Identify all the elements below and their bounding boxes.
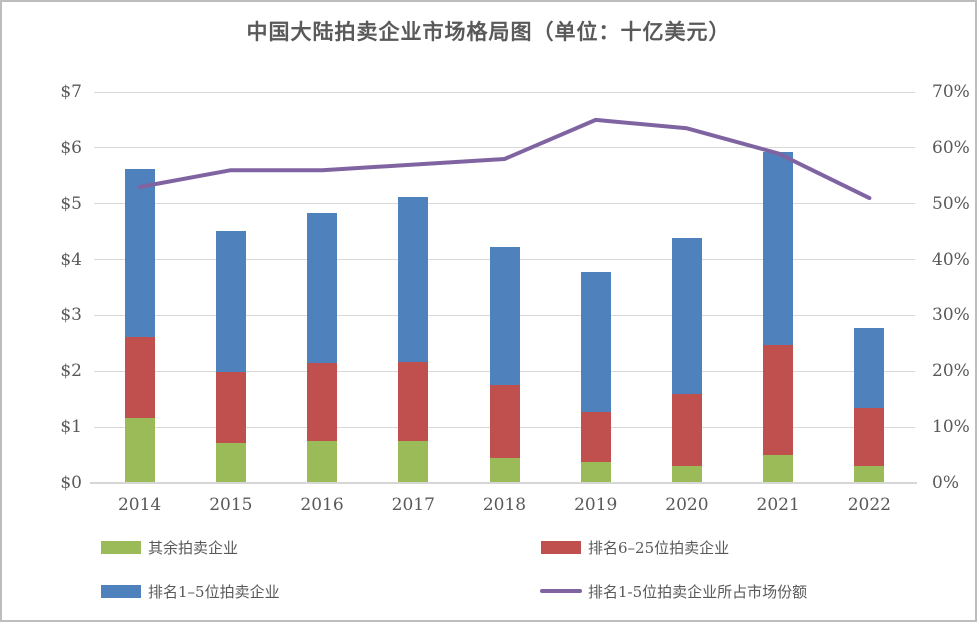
gridline bbox=[94, 91, 915, 93]
market-share-line bbox=[137, 117, 872, 201]
y-axis-left-tick-label: $3 bbox=[60, 305, 82, 326]
bar-segment-2016 bbox=[307, 363, 338, 441]
x-axis-line bbox=[90, 482, 917, 484]
x-axis-tick-label: 2022 bbox=[847, 495, 891, 515]
bar-segment-2017 bbox=[398, 197, 429, 362]
bar-segment-2019 bbox=[580, 271, 611, 413]
legend-label-other-companies: 其余拍卖企业 bbox=[148, 538, 239, 557]
y-axis-right-tick-label: 60% bbox=[932, 137, 970, 158]
bar-segment-2022 bbox=[854, 407, 885, 467]
legend-line-swatch-purple bbox=[540, 589, 582, 593]
y-axis-right-tick-label: 40% bbox=[932, 249, 970, 270]
x-axis-tick-label: 2019 bbox=[574, 495, 618, 515]
bar-segment-2015 bbox=[215, 442, 246, 483]
legend-label-rank1-5: 排名1–5位拍卖企业 bbox=[148, 582, 280, 601]
y-axis-left-tick-label: $5 bbox=[60, 193, 82, 214]
bar-segment-2018 bbox=[489, 457, 520, 483]
legend-item-other-companies: 其余拍卖企业 bbox=[101, 538, 239, 557]
legend-swatch-green bbox=[101, 540, 141, 554]
bar-segment-2015 bbox=[215, 371, 246, 443]
bar-segment-2016 bbox=[307, 213, 338, 364]
bar-segment-2022 bbox=[854, 327, 885, 408]
x-axis-tick-label: 2017 bbox=[391, 495, 435, 515]
x-axis-tick-label: 2016 bbox=[300, 495, 344, 515]
plot-area bbox=[94, 91, 915, 483]
y-axis-right-tick-label: 50% bbox=[932, 193, 970, 214]
y-axis-right-tick-label: 20% bbox=[932, 361, 970, 382]
gridline bbox=[94, 147, 915, 149]
y-axis-right-tick-label: 30% bbox=[932, 305, 970, 326]
chart-title: 中国大陆拍卖企业市场格局图（单位：十亿美元） bbox=[246, 19, 731, 44]
legend-item-market-share-line: 排名1-5位拍卖企业所占市场份额 bbox=[540, 582, 808, 601]
legend-item-rank6-25: 排名6–25位拍卖企业 bbox=[541, 538, 730, 557]
bar-segment-2021 bbox=[763, 455, 794, 483]
y-axis-left-tick-label: $6 bbox=[60, 137, 82, 158]
bar-segment-2018 bbox=[489, 247, 520, 386]
bar-segment-2014 bbox=[124, 336, 155, 418]
y-axis-right-tick-label: 70% bbox=[932, 82, 970, 102]
legend-label-market-share: 排名1-5位拍卖企业所占市场份额 bbox=[588, 582, 808, 601]
x-axis-tick-label: 2015 bbox=[209, 495, 253, 515]
bar-segment-2020 bbox=[671, 466, 702, 483]
x-axis-tick-label: 2020 bbox=[665, 495, 709, 515]
y-axis-left-tick-label: $2 bbox=[60, 361, 82, 382]
bar-segment-2015 bbox=[215, 231, 246, 372]
bar-segment-2014 bbox=[124, 417, 155, 483]
bar-segment-2022 bbox=[854, 466, 885, 483]
y-axis-left-tick-label: $7 bbox=[60, 82, 82, 102]
y-axis-right-tick-label: 0% bbox=[932, 473, 959, 493]
market-share-line-layer bbox=[137, 117, 872, 201]
bar-segment-2020 bbox=[671, 238, 702, 394]
legend-swatch-red bbox=[541, 540, 581, 554]
legend-label-rank6-25: 排名6–25位拍卖企业 bbox=[588, 538, 730, 557]
gridline bbox=[94, 203, 915, 205]
bar-segment-2016 bbox=[307, 440, 338, 483]
bar-segment-2018 bbox=[489, 385, 520, 458]
bar-segment-2021 bbox=[763, 345, 794, 456]
y-axis-left-tick-label: $4 bbox=[60, 249, 82, 270]
y-axis-left-tick-label: $0 bbox=[60, 473, 82, 493]
bar-segment-2019 bbox=[580, 412, 611, 463]
x-axis-tick-label: 2021 bbox=[756, 495, 800, 515]
bar-segment-2014 bbox=[124, 169, 155, 337]
x-axis-tick-label: 2014 bbox=[117, 495, 162, 515]
bar-segment-2020 bbox=[671, 393, 702, 467]
y-axis-left-tick-label: $1 bbox=[60, 417, 82, 438]
y-axis-right-tick-label: 10% bbox=[932, 417, 970, 438]
legend-swatch-blue bbox=[101, 584, 141, 598]
legend-item-rank1-5: 排名1–5位拍卖企业 bbox=[101, 582, 280, 601]
x-axis-tick-label: 2018 bbox=[482, 495, 527, 515]
bar-segment-2017 bbox=[398, 441, 429, 483]
bar-segment-2017 bbox=[398, 361, 429, 442]
bar-segment-2021 bbox=[763, 151, 794, 346]
bar-segment-2019 bbox=[580, 462, 611, 483]
